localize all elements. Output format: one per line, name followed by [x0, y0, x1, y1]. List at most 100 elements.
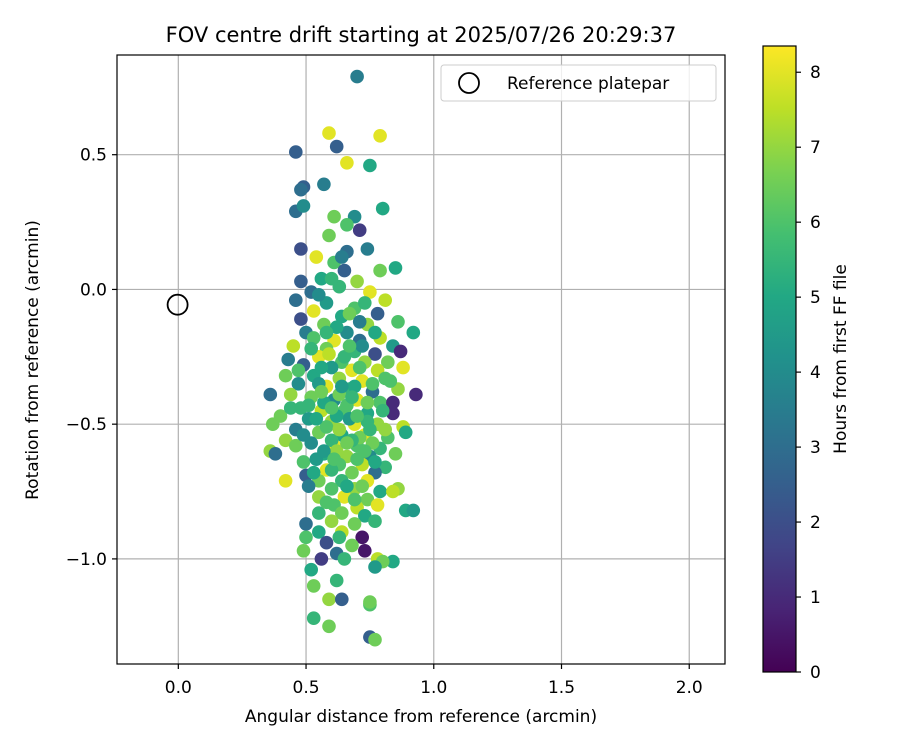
- scatter-point: [296, 428, 311, 442]
- scatter-point: [335, 250, 349, 264]
- scatter-point: [406, 503, 421, 518]
- scatter-point: [283, 401, 298, 415]
- scatter-point: [360, 395, 375, 410]
- scatter-point: [396, 360, 410, 375]
- x-tick-label: 0.0: [165, 678, 192, 698]
- colorbar-tick-label: 4: [810, 363, 821, 383]
- scatter-point: [296, 199, 311, 213]
- scatter-point: [335, 379, 349, 394]
- scatter-point: [378, 460, 393, 475]
- scatter-point: [391, 315, 405, 329]
- scatter-point: [294, 182, 308, 197]
- scatter-point: [386, 484, 400, 499]
- scatter-point: [312, 506, 326, 520]
- scatter-point: [324, 514, 339, 528]
- scatter-point: [319, 535, 334, 550]
- scatter-point: [314, 360, 329, 375]
- scatter-point: [381, 355, 395, 370]
- scatter-point: [365, 377, 380, 391]
- scatter-point: [291, 363, 306, 378]
- x-axis-ticks: 0.0 0.5 1.0 1.5 2.0: [165, 664, 703, 698]
- scatter-point: [306, 304, 321, 318]
- scatter-point: [347, 379, 362, 394]
- scatter-point: [278, 368, 293, 383]
- scatter-point: [289, 438, 303, 453]
- scatter-point: [335, 506, 349, 520]
- colorbar-tick-label: 2: [810, 513, 821, 533]
- scatter-point: [278, 433, 293, 448]
- scatter-point: [294, 242, 308, 256]
- scatter-point: [386, 406, 400, 421]
- scatter-point: [322, 228, 336, 243]
- scatter-point: [324, 271, 339, 286]
- scatter-point: [378, 422, 393, 437]
- scatter-point: [337, 490, 352, 504]
- y-tick-label: 0.0: [80, 280, 107, 300]
- scatter-point: [306, 465, 321, 480]
- scatter-point: [286, 339, 301, 353]
- scatter-point: [358, 444, 372, 458]
- scatter-point: [368, 632, 382, 647]
- scatter-point: [352, 360, 367, 375]
- colorbar-tick-label: 1: [810, 588, 821, 608]
- scatter-point: [332, 422, 347, 437]
- scatter-point: [317, 444, 331, 458]
- colorbar-tick-label: 5: [810, 288, 821, 308]
- scatter-point: [312, 525, 326, 539]
- scatter-point: [327, 209, 341, 224]
- scatter-point: [340, 218, 354, 232]
- y-tick-label: 0.5: [80, 146, 107, 166]
- scatter-point: [309, 250, 324, 264]
- scatter-point: [301, 479, 316, 494]
- scatter-point: [335, 592, 349, 607]
- plot-frame: [116, 54, 726, 665]
- scatter-point: [398, 425, 413, 440]
- colorbar-tick-label: 6: [810, 213, 821, 233]
- scatter-point: [368, 347, 382, 361]
- scatter-point: [301, 398, 316, 413]
- colorbar: 0 1 2 3 4 5 6 7 8 Hours from first FF file: [762, 45, 851, 683]
- scatter-point: [375, 403, 390, 418]
- scatter-point: [363, 595, 377, 609]
- scatter-point: [283, 387, 298, 402]
- scatter-point: [266, 417, 280, 432]
- scatter-point: [347, 492, 362, 507]
- x-axis-label: Angular distance from reference (arcmin): [245, 707, 597, 727]
- scatter-point: [363, 285, 377, 299]
- scatter-point: [324, 360, 339, 375]
- scatter-point: [370, 306, 385, 321]
- legend: Reference platepar: [440, 64, 717, 102]
- colorbar-tick-label: 7: [810, 138, 821, 158]
- scatter-point: [281, 352, 296, 367]
- scatter-point: [319, 420, 334, 434]
- scatter-point: [345, 390, 359, 405]
- scatter-point: [340, 436, 354, 450]
- scatter-point: [294, 312, 308, 326]
- scatter-point: [345, 465, 359, 480]
- scatter-point: [386, 395, 400, 410]
- scatter-point: [324, 463, 339, 477]
- scatter-point: [375, 201, 390, 216]
- scatter-point: [358, 544, 372, 558]
- scatter-point: [337, 552, 352, 566]
- scatter-point: [314, 385, 329, 399]
- scatter-point: [322, 126, 336, 140]
- scatter-point: [309, 412, 324, 426]
- scatter-point: [329, 573, 344, 588]
- x-tick-label: 2.0: [676, 678, 703, 698]
- scatter-point: [350, 274, 364, 289]
- grid-lines: [117, 55, 725, 664]
- scatter-point: [289, 293, 303, 308]
- scatter-point: [263, 387, 278, 402]
- scatter-point: [312, 288, 326, 302]
- scatter-point: [363, 158, 377, 173]
- scatter-point: [358, 296, 372, 310]
- scatter-point: [299, 530, 313, 545]
- legend-box: [440, 64, 717, 102]
- colorbar-ticks: 0 1 2 3 4 5 6 7 8: [796, 63, 821, 683]
- scatter-point: [322, 619, 336, 634]
- scatter-point: [337, 350, 352, 364]
- scatter-point: [306, 611, 321, 625]
- scatter-point: [360, 242, 375, 256]
- colorbar-tick-label: 3: [810, 438, 821, 458]
